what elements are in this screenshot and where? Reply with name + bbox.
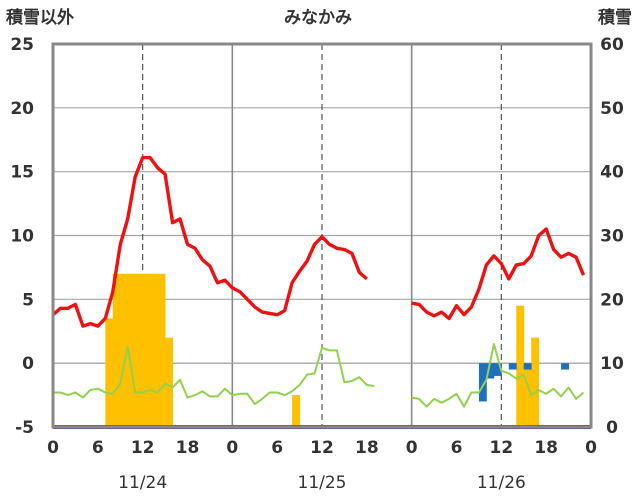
right-tick-label: 40: [600, 163, 624, 183]
frame-border: [51, 42, 593, 429]
x-tick-label: 12: [489, 438, 513, 458]
x-tick-label: 6: [271, 438, 283, 458]
snow_change-bar: [478, 363, 487, 402]
date-label: 11/26: [477, 473, 526, 493]
right-tick-label: 20: [600, 290, 624, 310]
precipitation-bar: [165, 337, 173, 427]
right-tick-label: 60: [600, 35, 624, 55]
precipitation-bar: [135, 273, 144, 427]
x-tick-label: 12: [131, 438, 155, 458]
right-tick-label: 50: [600, 99, 624, 119]
left-tick-label: 15: [10, 163, 34, 183]
x-tick-label: 12: [310, 438, 334, 458]
precipitation-bar: [292, 395, 300, 427]
precipitation-bar: [112, 273, 121, 427]
x-tick-label: 6: [92, 438, 104, 458]
date-label: 11/24: [118, 473, 167, 493]
x-tick-label: 18: [534, 438, 558, 458]
snow_change-bar: [508, 363, 517, 370]
right-tick-label: 30: [600, 227, 624, 247]
chart-title: みなかみ: [284, 8, 352, 28]
left-tick-label: 10: [10, 227, 34, 247]
right-tick-label: 10: [600, 354, 624, 374]
temperature-line: [51, 155, 586, 328]
precipitation-bar: [105, 318, 114, 427]
precipitation-bar: [120, 273, 129, 427]
snow_change-bar: [486, 363, 495, 379]
x-tick-label: 0: [226, 438, 238, 458]
precipitation-bar: [142, 273, 151, 427]
left-tick-label: 0: [22, 354, 34, 374]
bars: [105, 273, 569, 427]
precipitation-bar: [157, 273, 166, 427]
right-tick-label: 0: [606, 418, 618, 438]
left-tick-label: 25: [10, 35, 34, 55]
precipitation-bar: [127, 273, 136, 427]
precipitation-bar: [531, 337, 540, 427]
date-label: 11/25: [298, 473, 347, 493]
snow_change-bar: [523, 363, 532, 370]
x-tick-label: 0: [406, 438, 418, 458]
precipitation-bar: [523, 363, 532, 427]
plot-frame: [51, 42, 593, 429]
x-tick-label: 18: [355, 438, 379, 458]
left-tick-label: 20: [10, 99, 34, 119]
precipitation-bar: [150, 273, 159, 427]
left-axis-title: 積雪以外: [6, 7, 74, 28]
precipitation-bar: [516, 305, 525, 427]
left-tick-label: -5: [15, 418, 34, 438]
x-tick-label: 6: [451, 438, 463, 458]
x-tick-label: 18: [176, 438, 200, 458]
left-tick-label: 5: [22, 290, 34, 310]
right-axis-title: 積雪: [598, 7, 632, 28]
humidity-line: [53, 343, 585, 408]
snow_change-bar: [493, 363, 502, 376]
x-tick-label: 0: [47, 438, 59, 458]
x-tick-label: 0: [585, 438, 597, 458]
snow_change-bar: [561, 363, 569, 370]
